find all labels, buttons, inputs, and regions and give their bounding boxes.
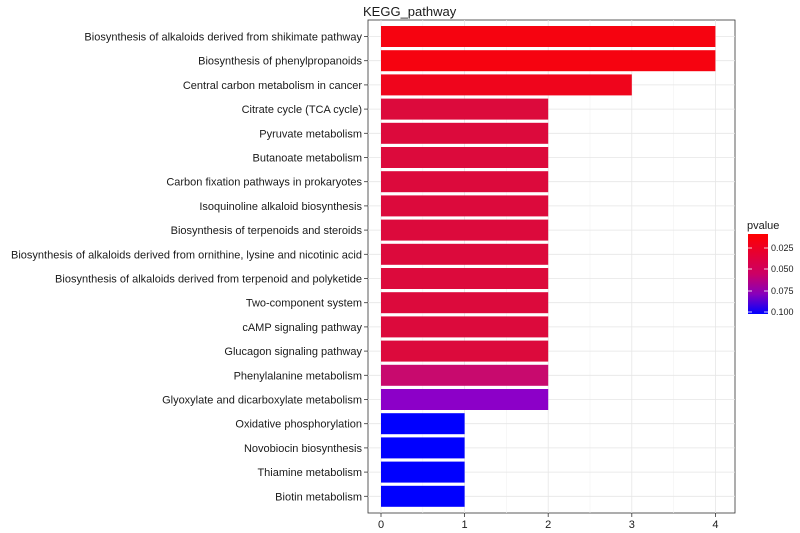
legend-colorbar <box>748 234 768 314</box>
category-label: Isoquinoline alkaloid biosynthesis <box>199 201 362 213</box>
bar <box>381 122 549 144</box>
category-label: Glyoxylate and dicarboxylate metabolism <box>162 395 362 407</box>
category-label: Central carbon metabolism in cancer <box>183 80 362 92</box>
legend-tick-label: 0.075 <box>771 286 794 296</box>
legend: pvalue 0.025 0.050 0.075 0.100 <box>747 220 794 317</box>
category-label: cAMP signaling pathway <box>242 322 362 334</box>
category-label: Biosynthesis of phenylpropanoids <box>198 56 362 68</box>
chart-title: KEGG_pathway <box>363 4 457 19</box>
bar <box>381 485 465 507</box>
bar <box>381 461 465 483</box>
legend-tick-label: 0.025 <box>771 243 794 253</box>
bar <box>381 437 465 459</box>
category-label: Glucagon signaling pathway <box>224 346 362 358</box>
category-label: Novobiocin biosynthesis <box>244 443 363 455</box>
bars <box>381 26 716 507</box>
category-label: Biosynthesis of alkaloids derived from t… <box>55 274 362 286</box>
category-label: Biosynthesis of alkaloids derived from s… <box>84 32 362 44</box>
x-tick-label: 0 <box>378 519 384 531</box>
bar <box>381 364 549 386</box>
legend-tick-label: 0.050 <box>771 264 794 274</box>
category-label: Biotin metabolism <box>275 491 362 503</box>
bar <box>381 413 465 435</box>
x-tick-label: 2 <box>545 519 551 531</box>
bar <box>381 26 716 47</box>
bar <box>381 50 716 72</box>
category-label: Biosynthesis of alkaloids derived from o… <box>11 249 362 261</box>
bar <box>381 219 549 241</box>
category-label: Butanoate metabolism <box>253 153 362 165</box>
bar <box>381 292 549 314</box>
bar <box>381 98 549 120</box>
x-tick-label: 4 <box>712 519 718 531</box>
bar <box>381 147 549 168</box>
bar <box>381 316 549 338</box>
category-label: Two-component system <box>246 298 362 310</box>
bar <box>381 268 549 289</box>
bar <box>381 243 549 265</box>
category-label: Oxidative phosphorylation <box>235 419 362 431</box>
bar <box>381 340 549 362</box>
category-label: Carbon fixation pathways in prokaryotes <box>166 177 362 189</box>
category-labels: Biosynthesis of alkaloids derived from s… <box>11 32 368 503</box>
category-label: Phenylalanine metabolism <box>234 370 362 382</box>
bar <box>381 195 549 217</box>
category-label: Thiamine metabolism <box>257 467 362 479</box>
bar <box>381 389 549 410</box>
legend-title: pvalue <box>747 220 779 232</box>
category-label: Citrate cycle (TCA cycle) <box>242 104 362 116</box>
x-axis: 0 1 2 3 4 <box>378 513 718 531</box>
x-tick-label: 3 <box>629 519 635 531</box>
bar <box>381 171 549 193</box>
bar <box>381 74 632 96</box>
x-tick-label: 1 <box>462 519 468 531</box>
category-label: Biosynthesis of terpenoids and steroids <box>171 225 363 237</box>
category-label: Pyruvate metabolism <box>259 128 362 140</box>
legend-tick-label: 0.100 <box>771 307 794 317</box>
